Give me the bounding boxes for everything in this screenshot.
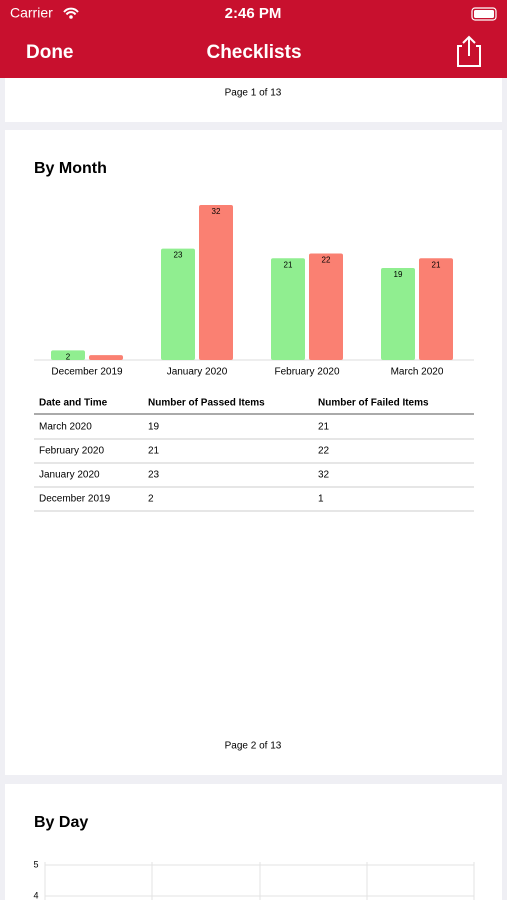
- table-cell: 2: [148, 494, 154, 505]
- y-tick-label: 4: [33, 890, 38, 900]
- table-cell: 21: [318, 422, 330, 433]
- column-header: Number of Passed Items: [148, 398, 265, 409]
- table-cell: December 2019: [39, 494, 111, 505]
- x-tick-label: January 2020: [167, 367, 228, 378]
- wifi-dot: [69, 15, 73, 19]
- bar: [199, 205, 233, 360]
- x-tick-label: December 2019: [51, 367, 123, 378]
- bar-label: 21: [284, 260, 293, 269]
- bar: [161, 248, 195, 360]
- bar: [419, 258, 453, 360]
- column-header: Number of Failed Items: [318, 398, 429, 409]
- table-cell: February 2020: [39, 446, 104, 457]
- table-cell: 22: [318, 446, 330, 457]
- bar-label: 21: [432, 260, 441, 269]
- bar-label: 2: [66, 352, 71, 361]
- table-cell: January 2020: [39, 470, 100, 481]
- nav-title: Checklists: [206, 42, 301, 63]
- chart-title: By Month: [34, 160, 107, 177]
- done-button[interactable]: Done: [26, 42, 74, 63]
- page-3: [5, 784, 502, 900]
- clock: 2:46 PM: [225, 5, 282, 22]
- x-tick-label: February 2020: [274, 367, 339, 378]
- bar: [381, 267, 415, 360]
- table-cell: 23: [148, 470, 160, 481]
- column-header: Date and Time: [39, 398, 108, 409]
- page-1: [5, 78, 502, 122]
- page-footer: Page 1 of 13: [225, 88, 282, 99]
- table-cell: 19: [148, 422, 160, 433]
- wifi-icon: [63, 7, 79, 16]
- bar-label: 22: [322, 256, 331, 265]
- bar: [51, 350, 85, 360]
- table-cell: March 2020: [39, 422, 92, 433]
- bar: [89, 355, 123, 360]
- table-cell: 1: [318, 494, 324, 505]
- page-footer: Page 2 of 13: [225, 741, 282, 752]
- battery-level: [474, 10, 494, 18]
- table-cell: 21: [148, 446, 160, 457]
- bar: [271, 258, 305, 360]
- bar-label: 23: [174, 251, 183, 260]
- share-button[interactable]: [457, 35, 481, 67]
- table-cell: 32: [318, 470, 330, 481]
- bar-label: 32: [212, 207, 221, 216]
- header-background: [0, 0, 507, 78]
- carrier: Carrier: [10, 5, 53, 21]
- y-tick-label: 5: [33, 859, 38, 869]
- battery: [471, 7, 497, 21]
- bar: [309, 253, 343, 360]
- x-tick-label: March 2020: [391, 367, 444, 378]
- bar-label: 19: [394, 270, 403, 279]
- chart-title: By Day: [34, 814, 88, 831]
- page-2: [5, 130, 502, 775]
